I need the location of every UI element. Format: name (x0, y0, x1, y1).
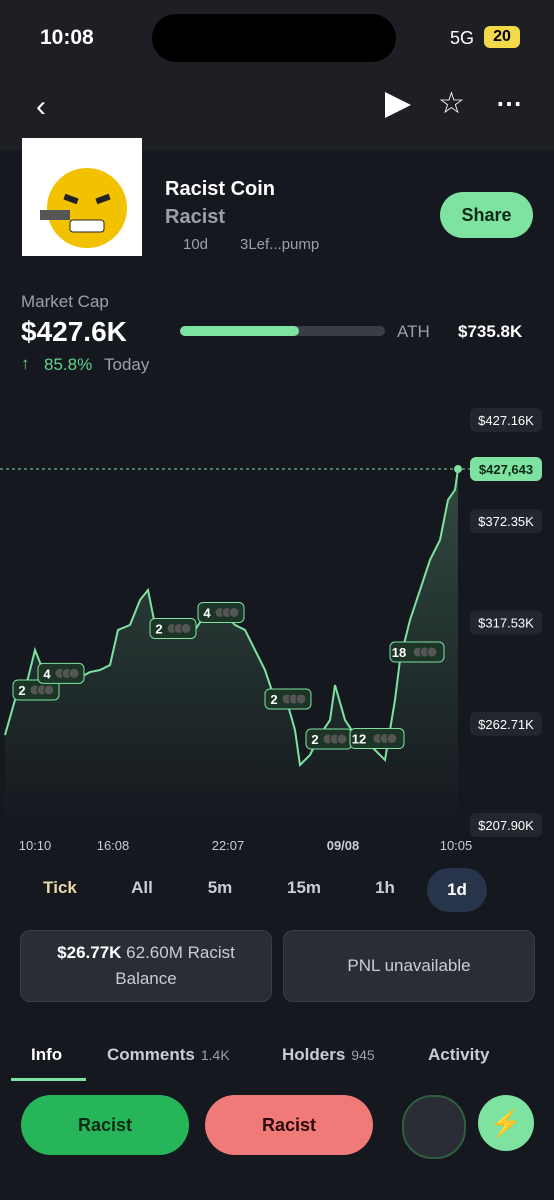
y-tick-label: $372.35K (478, 514, 534, 529)
trader-avatar (180, 622, 192, 634)
tab[interactable]: Info (31, 1045, 62, 1065)
y-tick-label: $262.71K (478, 717, 534, 732)
market-cap-label: Market Cap (21, 292, 109, 311)
last-price-label: $427,643 (479, 462, 533, 477)
price-chart: $427.16K $372.35K $317.53K $262.71K $207.90K… (0, 408, 542, 853)
token-ticker: Racist (165, 206, 226, 228)
token-image (22, 138, 142, 256)
trader-avatar (295, 693, 307, 705)
y-tick-box (470, 610, 542, 635)
sell-button[interactable]: Racist (205, 1095, 373, 1155)
trade-marker-count: 2 (270, 692, 277, 707)
y-tick-box (470, 813, 542, 837)
y-tick-box (470, 509, 542, 534)
trader-avatar (68, 667, 80, 679)
change-arrow: ↑ (21, 354, 30, 373)
ath-progress-fill (180, 326, 299, 336)
tab-label: Info (31, 1045, 63, 1064)
timeframe-option[interactable]: All (131, 878, 153, 897)
balance-tokens: 62.60M Racist (126, 943, 235, 962)
trade-marker-count: 2 (155, 621, 162, 636)
x-tick-label: 10:10 (19, 838, 52, 853)
share-button[interactable]: Share (440, 192, 533, 238)
trader-avatar (336, 733, 348, 745)
status-battery: 20 (484, 26, 520, 48)
timeframe-option[interactable]: Tick (43, 878, 77, 897)
tab[interactable]: Comments 1.4K (107, 1045, 230, 1065)
trade-marker-count: 12 (352, 732, 366, 747)
more-button[interactable]: ⋯ (496, 88, 522, 118)
balance-amount: $26.77K (57, 943, 122, 962)
change-period: Today (104, 355, 150, 374)
y-tick-label: $207.90K (478, 818, 534, 833)
token-age: 10d (183, 236, 209, 253)
x-tick-label: 16:08 (97, 838, 130, 853)
timeframe-option[interactable]: 15m (286, 878, 322, 897)
timeframe-option[interactable]: 1h (375, 878, 395, 897)
trader-avatar (386, 733, 398, 745)
last-price-box (470, 457, 542, 482)
tab-indicator (11, 1078, 86, 1081)
y-tick-label: $427.16K (478, 413, 534, 428)
status-time: 10:08 (40, 26, 94, 49)
token-address: 3Lef...pump (240, 236, 320, 253)
trader-avatar (43, 684, 55, 696)
token-name: Racist Coin (165, 178, 276, 200)
trader-avatar (228, 606, 240, 618)
timeframe-option[interactable]: 1d (427, 868, 487, 912)
last-price-dot (454, 465, 462, 474)
status-network: 5G (450, 28, 475, 48)
back-button[interactable]: ‹ (36, 90, 46, 123)
trade-marker-count: 4 (203, 605, 211, 620)
balance-label: Balance (115, 969, 177, 988)
tab[interactable]: Activity (428, 1045, 489, 1065)
tab-label: Comments (107, 1045, 195, 1064)
market-cap-value: $427.6K (21, 316, 127, 347)
balance-card: $26.77K 62.60M Racist Balance (20, 930, 272, 1002)
record-button[interactable] (402, 1095, 466, 1159)
timeframe-option[interactable]: 5m (207, 878, 233, 897)
tab[interactable]: Holders 945 (282, 1045, 375, 1065)
price-line (4, 468, 459, 768)
trade-marker-count: 18 (392, 645, 406, 660)
tab-count: 1.4K (200, 1047, 230, 1063)
ath-progress-track (180, 326, 385, 336)
y-tick-box (470, 408, 542, 432)
ath-label: ATH (397, 322, 430, 341)
market-cap-change: 85.8% (44, 355, 93, 374)
tab-label: Activity (428, 1045, 490, 1064)
quick-trade-button[interactable]: ⚡ (478, 1095, 534, 1151)
pnl-card: PNL unavailable (283, 930, 535, 1002)
tab-label: Holders (282, 1045, 346, 1064)
x-tick-label: 09/08 (327, 838, 360, 853)
buy-button[interactable]: Racist (21, 1095, 189, 1155)
trade-marker-count: 2 (18, 683, 25, 698)
tab-count: 945 (351, 1047, 375, 1063)
x-tick-label: 22:07 (212, 838, 245, 853)
y-tick-label: $317.53K (478, 616, 534, 631)
favorite-button[interactable]: ☆ (438, 87, 465, 120)
x-tick-label: 10:05 (440, 838, 473, 853)
y-tick-box (470, 711, 542, 736)
trade-marker-count: 2 (311, 732, 318, 747)
ath-value: $735.8K (458, 322, 523, 341)
trader-avatar (426, 646, 438, 658)
trade-marker-count: 4 (43, 666, 51, 681)
dynamic-island (152, 14, 396, 62)
